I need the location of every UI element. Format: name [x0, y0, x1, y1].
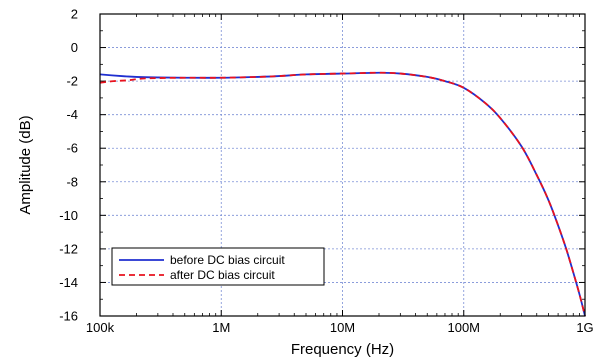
x-tick-label: 100M: [447, 320, 480, 335]
x-tick-label: 1G: [576, 320, 593, 335]
series-line-after: [99, 71, 586, 317]
y-axis-title: Amplitude (dB): [17, 115, 34, 214]
x-tick-label: 10M: [330, 320, 355, 335]
tick-labels: 100k 1M 10M 100M 1G 2 0 -2 -4 -6 -8 -10 -12 -14 -16: [59, 7, 593, 336]
plot-frame: [99, 13, 586, 317]
x-axis-title: Frequency (Hz): [291, 341, 394, 358]
y-tick-label: -14: [59, 275, 78, 290]
grid: [100, 14, 585, 316]
series-layer: [99, 71, 586, 317]
x-tick-label: 100k: [86, 320, 115, 335]
legend-label-after: after DC bias circuit: [170, 268, 275, 282]
y-tick-label: -8: [66, 174, 78, 189]
y-tick-label: 0: [71, 40, 78, 55]
x-tick-label: 1M: [212, 320, 230, 335]
legend: before DC bias circuit after DC bias cir…: [111, 247, 325, 286]
y-tick-label: -4: [66, 107, 78, 122]
y-tick-label: -10: [59, 208, 78, 223]
legend-box: [111, 247, 325, 286]
legend-label-before: before DC bias circuit: [170, 253, 285, 267]
y-tick-label: 2: [71, 7, 78, 22]
y-tick-label: -16: [59, 309, 78, 324]
y-tick-label: -12: [59, 241, 78, 256]
y-tick-label: -2: [66, 74, 78, 89]
y-tick-label: -6: [66, 141, 78, 156]
